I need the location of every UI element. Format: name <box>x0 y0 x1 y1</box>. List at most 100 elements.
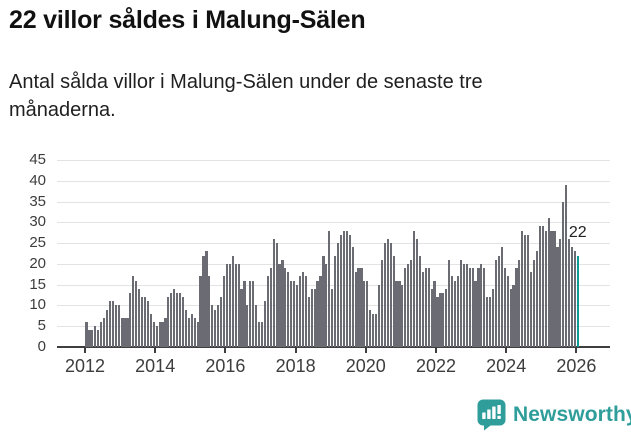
bar <box>219 297 223 347</box>
bar <box>231 255 234 347</box>
bar <box>465 263 468 347</box>
bar <box>249 280 252 347</box>
bar <box>114 305 117 347</box>
bar <box>497 255 500 347</box>
bar <box>570 247 574 347</box>
bar <box>293 280 296 347</box>
bar <box>427 268 430 347</box>
x-axis-tick <box>294 348 297 353</box>
bar <box>436 297 439 347</box>
y-tick-label: 15 <box>29 275 46 293</box>
bar <box>491 288 495 347</box>
bar <box>135 280 138 347</box>
y-tick-label: 40 <box>29 171 46 189</box>
bar <box>94 326 97 347</box>
bar <box>451 276 454 347</box>
bar <box>342 230 345 347</box>
bar <box>345 230 348 347</box>
bar <box>237 263 240 347</box>
bar <box>366 280 369 347</box>
bar <box>117 305 120 347</box>
bar <box>401 284 404 347</box>
last-value-label: 22 <box>568 223 587 241</box>
highlighted-bar <box>576 255 579 347</box>
bar <box>129 292 132 347</box>
bar <box>410 259 413 347</box>
bar <box>477 268 480 347</box>
bar <box>348 234 351 347</box>
bar <box>123 317 126 347</box>
bar <box>334 255 337 347</box>
bar <box>530 272 533 347</box>
bar <box>269 268 272 347</box>
bar <box>228 263 231 347</box>
bar <box>398 280 401 347</box>
gridline <box>57 284 610 286</box>
bar <box>143 297 147 347</box>
bar <box>559 238 562 347</box>
x-tick-label: 2024 <box>486 356 527 376</box>
bar <box>199 276 202 347</box>
bar <box>211 305 214 347</box>
gridline <box>57 243 610 245</box>
bar <box>196 322 199 347</box>
bar <box>573 251 577 347</box>
bar <box>313 288 316 347</box>
x-tick-label: 2020 <box>345 356 386 376</box>
bar <box>91 330 94 347</box>
bar <box>100 322 103 347</box>
bar <box>108 301 111 347</box>
bar <box>480 263 483 347</box>
x-axis-tick <box>224 348 227 353</box>
bar <box>474 280 477 347</box>
x-axis-tick <box>154 348 157 353</box>
bar <box>146 301 149 347</box>
bar <box>319 276 322 347</box>
x-tick-label: 2014 <box>135 356 176 376</box>
bar <box>541 226 544 347</box>
newsworthy-brand-link[interactable]: Newsworthy <box>477 399 631 431</box>
bar <box>138 288 141 347</box>
y-tick-label: 0 <box>37 338 46 355</box>
bar <box>486 297 489 347</box>
bar <box>413 230 416 347</box>
bar <box>386 238 389 347</box>
y-tick-label: 20 <box>29 254 46 272</box>
bar <box>140 297 144 347</box>
bar <box>111 301 114 347</box>
bar <box>550 230 553 347</box>
bar <box>225 263 228 347</box>
bar <box>354 272 357 347</box>
y-tick-label: 25 <box>29 234 46 252</box>
bar <box>167 297 170 347</box>
y-tick-label: 30 <box>29 213 46 231</box>
speech-bubble-shape <box>477 399 506 431</box>
x-axis-line <box>57 346 610 348</box>
bar <box>553 230 556 347</box>
bar <box>556 247 559 347</box>
bar <box>152 322 155 347</box>
bar <box>544 230 547 347</box>
bar <box>562 201 565 347</box>
gridline <box>57 201 610 203</box>
bar <box>284 268 287 347</box>
bar <box>360 268 363 347</box>
bar <box>483 268 486 347</box>
x-axis-tick <box>364 348 367 353</box>
bar <box>85 322 88 347</box>
bar <box>372 313 375 347</box>
brand-name: Newsworthy <box>513 403 631 426</box>
bar <box>322 255 325 347</box>
bar <box>158 322 161 347</box>
bar <box>433 280 436 347</box>
bar <box>170 292 173 347</box>
bar <box>222 276 226 347</box>
bar <box>503 268 506 347</box>
y-tick-label: 35 <box>29 192 46 210</box>
y-tick-label: 45 <box>29 151 46 168</box>
gridline <box>57 326 610 328</box>
bar <box>310 288 313 347</box>
bar <box>374 313 378 347</box>
bar <box>307 297 310 347</box>
